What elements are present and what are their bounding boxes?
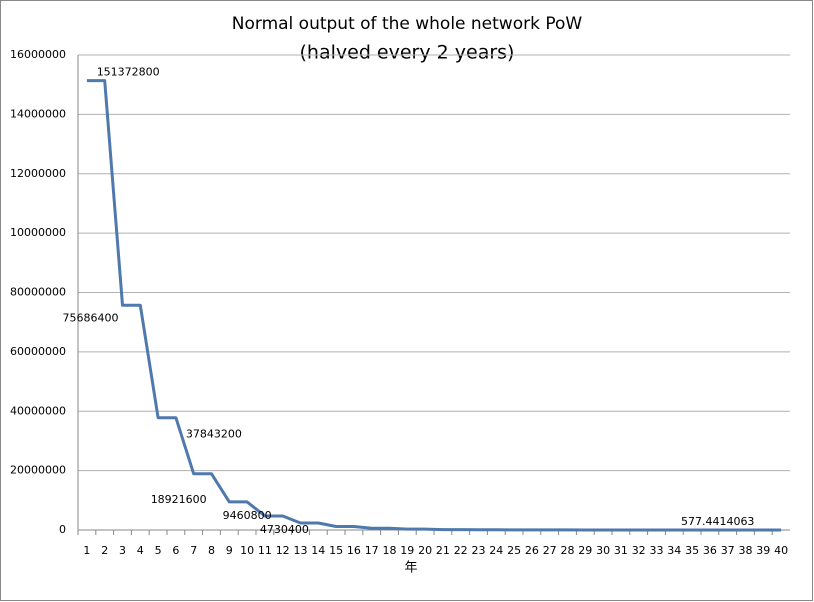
x-tick-label: 13	[294, 544, 308, 557]
x-tick-label: 1	[83, 544, 90, 557]
y-tick-label: 10000000	[10, 226, 66, 239]
x-axis-label: 年	[404, 561, 417, 576]
x-tick-label: 25	[507, 544, 521, 557]
x-tick-label: 19	[400, 544, 414, 557]
x-tick-label: 28	[561, 544, 575, 557]
x-tick-label: 12	[276, 544, 290, 557]
x-tick-label: 35	[685, 544, 699, 557]
x-tick-label: 40	[774, 544, 788, 557]
x-tick-label: 24	[489, 544, 503, 557]
series-line	[86, 79, 782, 532]
x-tick-label: 20	[418, 544, 432, 557]
x-tick-label: 37	[721, 544, 735, 557]
data-label: 37843200	[186, 428, 242, 441]
x-tick-label: 11	[258, 544, 272, 557]
y-tick-label: 80000000	[10, 286, 66, 299]
x-tick-label: 32	[632, 544, 646, 557]
y-tick-label: 12000000	[10, 167, 66, 180]
y-tick-label: 16000000	[10, 48, 66, 61]
x-tick-label: 14	[311, 544, 325, 557]
data-label: 9460800	[223, 509, 272, 522]
x-tick-label: 34	[667, 544, 681, 557]
x-tick-label: 21	[436, 544, 450, 557]
x-tick-label: 9	[226, 544, 233, 557]
x-tick-label: 7	[190, 544, 197, 557]
x-tick-label: 2	[101, 544, 108, 557]
x-tick-label: 10	[240, 544, 254, 557]
y-tick-label: 40000000	[10, 404, 66, 417]
x-tick-label: 27	[543, 544, 557, 557]
y-tick-label: 0	[59, 523, 66, 536]
data-label: 151372800	[97, 66, 160, 79]
data-label: 75686400	[63, 311, 119, 324]
data-label: 18921600	[151, 493, 207, 506]
y-tick-label: 20000000	[10, 464, 66, 477]
data-label: 577.4414063	[681, 515, 754, 528]
x-tick-label: 38	[739, 544, 753, 557]
x-tick-label: 29	[578, 544, 592, 557]
x-tick-label: 39	[756, 544, 770, 557]
y-tick-label: 60000000	[10, 345, 66, 358]
x-tick-label: 26	[525, 544, 539, 557]
x-tick-label: 6	[172, 544, 179, 557]
x-tick-label: 15	[329, 544, 343, 557]
x-tick-label: 23	[472, 544, 486, 557]
x-tick-label: 3	[119, 544, 126, 557]
chart-subtitle: (halved every 2 years)	[300, 42, 515, 64]
data-label: 4730400	[260, 523, 309, 536]
x-tick-label: 31	[614, 544, 628, 557]
x-tick-label: 4	[137, 544, 144, 557]
x-tick-label: 33	[650, 544, 664, 557]
x-tick-label: 18	[383, 544, 397, 557]
x-tick-label: 5	[155, 544, 162, 557]
x-tick-label: 8	[208, 544, 215, 557]
x-tick-label: 17	[365, 544, 379, 557]
y-tick-label: 14000000	[10, 107, 66, 120]
chart-title: Normal output of the whole network PoW	[232, 14, 583, 34]
x-tick-label: 22	[454, 544, 468, 557]
x-tick-label: 30	[596, 544, 610, 557]
x-tick-label: 16	[347, 544, 361, 557]
x-tick-label: 36	[703, 544, 717, 557]
